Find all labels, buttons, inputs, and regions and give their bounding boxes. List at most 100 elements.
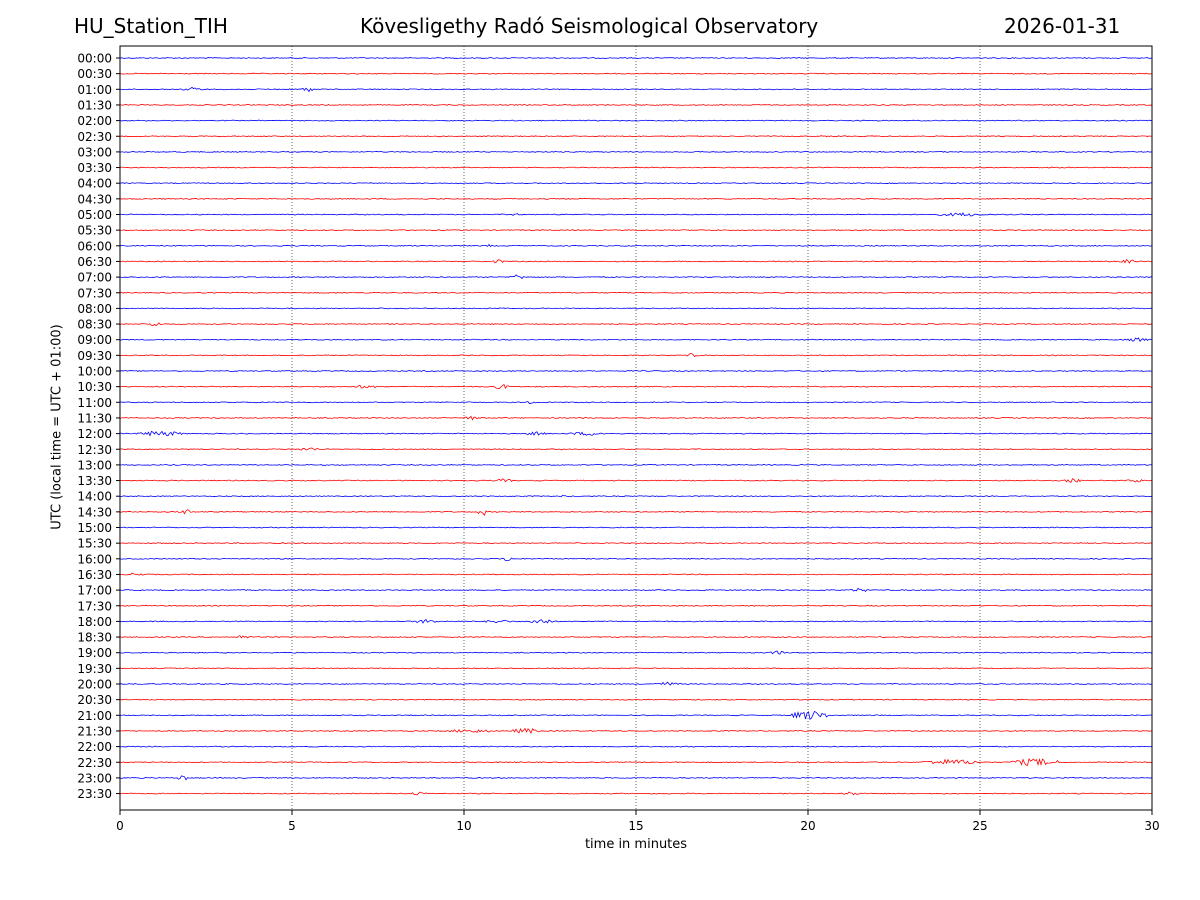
y-tick-label: 10:30 xyxy=(77,380,112,394)
y-tick-label: 16:30 xyxy=(77,568,112,582)
trace-1030 xyxy=(119,383,1153,390)
trace-0000 xyxy=(119,57,1153,59)
y-tick-label: 04:00 xyxy=(77,177,112,191)
y-tick-label: 23:00 xyxy=(77,771,112,785)
y-tick-label: 16:00 xyxy=(77,552,112,566)
trace-1200 xyxy=(119,430,1153,437)
trace-2130 xyxy=(119,727,1153,734)
y-tick-label: 03:30 xyxy=(77,161,112,175)
trace-0330 xyxy=(119,166,1153,169)
y-tick-label: 12:00 xyxy=(77,427,112,441)
date-title: 2026-01-31 xyxy=(1004,14,1121,38)
y-tick-label: 06:00 xyxy=(77,239,112,253)
trace-1630 xyxy=(119,572,1153,576)
trace-1500 xyxy=(119,526,1153,529)
trace-2100 xyxy=(119,710,1153,721)
y-tick-label: 12:30 xyxy=(77,443,112,457)
trace-2330 xyxy=(119,791,1153,796)
trace-2230 xyxy=(119,757,1153,767)
y-tick-label: 09:30 xyxy=(77,349,112,363)
trace-1900 xyxy=(119,650,1153,655)
y-tick-label: 11:30 xyxy=(77,411,112,425)
x-axis-label: time in minutes xyxy=(584,837,688,852)
y-tick-label: 15:30 xyxy=(77,537,112,551)
y-tick-label: 07:00 xyxy=(77,271,112,285)
trace-0430 xyxy=(119,197,1153,200)
y-tick-label: 01:30 xyxy=(77,98,112,112)
x-tick-label: 25 xyxy=(972,819,987,833)
trace-0730 xyxy=(119,291,1153,294)
trace-0800 xyxy=(119,307,1153,310)
y-tick-label: 03:00 xyxy=(77,145,112,159)
y-tick-label: 09:00 xyxy=(77,333,112,347)
y-tick-label: 04:30 xyxy=(77,192,112,206)
y-tick-label: 18:00 xyxy=(77,615,112,629)
station-title: HU_Station_TIH xyxy=(74,14,228,38)
y-tick-label: 08:30 xyxy=(77,318,112,332)
y-tick-label: 05:00 xyxy=(77,208,112,222)
trace-2300 xyxy=(119,775,1153,781)
trace-0500 xyxy=(119,212,1153,217)
y-tick-label: 07:30 xyxy=(77,286,112,300)
trace-1600 xyxy=(119,557,1153,562)
y-tick-label: 10:00 xyxy=(77,365,112,379)
y-tick-label: 19:00 xyxy=(77,646,112,660)
plot-frame xyxy=(119,45,1153,811)
y-tick-label: 18:30 xyxy=(77,631,112,645)
x-tick-label: 15 xyxy=(628,819,643,833)
y-tick-label: 23:30 xyxy=(77,787,112,801)
trace-0930 xyxy=(119,353,1153,358)
y-tick-label: 00:00 xyxy=(77,52,112,66)
trace-1700 xyxy=(119,587,1153,592)
y-tick-label: 02:00 xyxy=(77,114,112,128)
trace-1000 xyxy=(119,370,1153,372)
trace-0530 xyxy=(119,229,1153,232)
trace-1230 xyxy=(119,447,1153,451)
trace-1400 xyxy=(119,494,1153,498)
trace-0200 xyxy=(119,119,1153,122)
trace-1330 xyxy=(119,478,1153,483)
trace-0030 xyxy=(119,72,1153,75)
y-tick-label: 22:00 xyxy=(77,740,112,754)
y-tick-label: 21:30 xyxy=(77,724,112,738)
x-tick-label: 0 xyxy=(116,819,124,833)
trace-1130 xyxy=(119,415,1153,421)
y-axis-label: UTC (local time = UTC + 01:00) xyxy=(49,324,65,530)
x-tick-label: 10 xyxy=(456,819,471,833)
trace-0100 xyxy=(119,86,1153,93)
trace-1800 xyxy=(119,619,1153,624)
trace-1530 xyxy=(119,542,1153,545)
trace-0600 xyxy=(119,243,1153,248)
y-tick-label: 20:30 xyxy=(77,693,112,707)
trace-1830 xyxy=(119,635,1153,639)
y-tick-label: 00:30 xyxy=(77,67,112,81)
y-tick-label: 08:00 xyxy=(77,302,112,316)
y-tick-label: 21:00 xyxy=(77,709,112,723)
trace-0230 xyxy=(119,135,1153,138)
y-tick-label: 05:30 xyxy=(77,224,112,238)
y-tick-label: 20:00 xyxy=(77,678,112,692)
trace-1930 xyxy=(119,667,1153,670)
trace-1430 xyxy=(119,509,1153,516)
trace-0700 xyxy=(119,274,1153,280)
trace-0300 xyxy=(119,150,1153,153)
y-tick-label: 13:30 xyxy=(77,474,112,488)
y-tick-label: 11:00 xyxy=(77,396,112,410)
y-tick-label: 22:30 xyxy=(77,756,112,770)
x-tick-label: 30 xyxy=(1144,819,1159,833)
trace-2200 xyxy=(119,745,1153,748)
y-tick-label: 15:00 xyxy=(77,521,112,535)
y-tick-label: 17:30 xyxy=(77,599,112,613)
trace-1730 xyxy=(119,604,1153,607)
y-tick-label: 13:00 xyxy=(77,458,112,472)
y-tick-label: 14:30 xyxy=(77,505,112,519)
trace-0630 xyxy=(119,259,1153,264)
x-tick-label: 5 xyxy=(288,819,296,833)
trace-2030 xyxy=(119,698,1153,701)
trace-1300 xyxy=(119,463,1153,466)
trace-0400 xyxy=(119,182,1153,185)
trace-1100 xyxy=(119,401,1153,405)
trace-0830 xyxy=(119,322,1153,327)
